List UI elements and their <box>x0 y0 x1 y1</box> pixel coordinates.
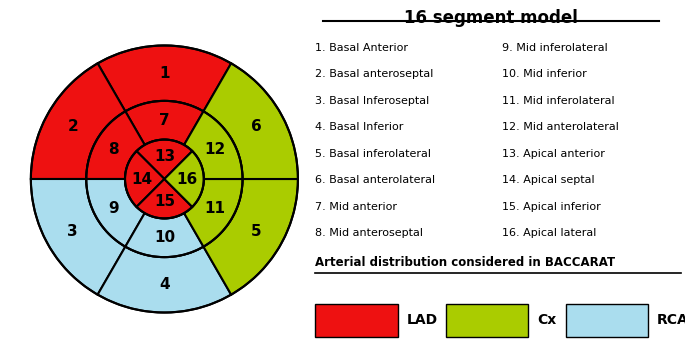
Polygon shape <box>125 101 203 145</box>
FancyBboxPatch shape <box>566 304 648 337</box>
Text: 6. Basal anterolateral: 6. Basal anterolateral <box>315 175 436 185</box>
Text: 2: 2 <box>67 118 78 134</box>
Text: LAD: LAD <box>407 313 438 328</box>
Text: 11: 11 <box>205 201 226 216</box>
Polygon shape <box>184 179 242 247</box>
Text: 6: 6 <box>251 118 262 134</box>
Text: 3. Basal Inferoseptal: 3. Basal Inferoseptal <box>315 96 429 106</box>
Text: 4: 4 <box>159 277 170 292</box>
Text: 13: 13 <box>154 149 175 164</box>
Text: 8. Mid anteroseptal: 8. Mid anteroseptal <box>315 228 423 238</box>
Text: 13. Apical anterior: 13. Apical anterior <box>502 149 605 159</box>
Polygon shape <box>136 140 192 179</box>
Text: 10: 10 <box>154 230 175 245</box>
Text: 14. Apical septal: 14. Apical septal <box>502 175 595 185</box>
Polygon shape <box>136 179 192 218</box>
Text: 10. Mid inferior: 10. Mid inferior <box>502 69 587 79</box>
FancyBboxPatch shape <box>315 304 397 337</box>
Text: 15. Apical inferior: 15. Apical inferior <box>502 202 601 212</box>
Polygon shape <box>31 179 125 295</box>
Text: 16: 16 <box>177 171 198 187</box>
Polygon shape <box>164 151 203 207</box>
Polygon shape <box>86 111 145 179</box>
Text: 12. Mid anterolateral: 12. Mid anterolateral <box>502 122 619 132</box>
Polygon shape <box>125 151 164 207</box>
Text: 8: 8 <box>108 142 119 157</box>
Text: 11. Mid inferolateral: 11. Mid inferolateral <box>502 96 614 106</box>
Text: 15: 15 <box>154 194 175 209</box>
Text: 4. Basal Inferior: 4. Basal Inferior <box>315 122 403 132</box>
Polygon shape <box>203 63 298 179</box>
Text: 7. Mid anterior: 7. Mid anterior <box>315 202 397 212</box>
Polygon shape <box>203 179 298 295</box>
Polygon shape <box>98 45 231 111</box>
Text: 9. Mid inferolateral: 9. Mid inferolateral <box>502 43 608 53</box>
Text: Cx: Cx <box>538 313 557 328</box>
Text: 5: 5 <box>251 224 262 240</box>
Text: 1. Basal Anterior: 1. Basal Anterior <box>315 43 408 53</box>
Text: 12: 12 <box>205 142 226 157</box>
Polygon shape <box>31 63 125 179</box>
Text: Arterial distribution considered in BACCARAT: Arterial distribution considered in BACC… <box>315 256 616 269</box>
Text: 16. Apical lateral: 16. Apical lateral <box>502 228 597 238</box>
Text: 9: 9 <box>108 201 119 216</box>
Polygon shape <box>184 111 242 179</box>
Text: 16 segment model: 16 segment model <box>404 9 578 27</box>
Text: 7: 7 <box>159 113 170 128</box>
Polygon shape <box>125 213 203 257</box>
Polygon shape <box>86 179 145 247</box>
Text: 5. Basal inferolateral: 5. Basal inferolateral <box>315 149 432 159</box>
FancyBboxPatch shape <box>446 304 528 337</box>
Text: 14: 14 <box>131 171 152 187</box>
Polygon shape <box>98 247 231 313</box>
Text: RCA: RCA <box>657 313 685 328</box>
Text: 2. Basal anteroseptal: 2. Basal anteroseptal <box>315 69 434 79</box>
Text: 1: 1 <box>159 66 170 81</box>
Text: 3: 3 <box>67 224 78 240</box>
